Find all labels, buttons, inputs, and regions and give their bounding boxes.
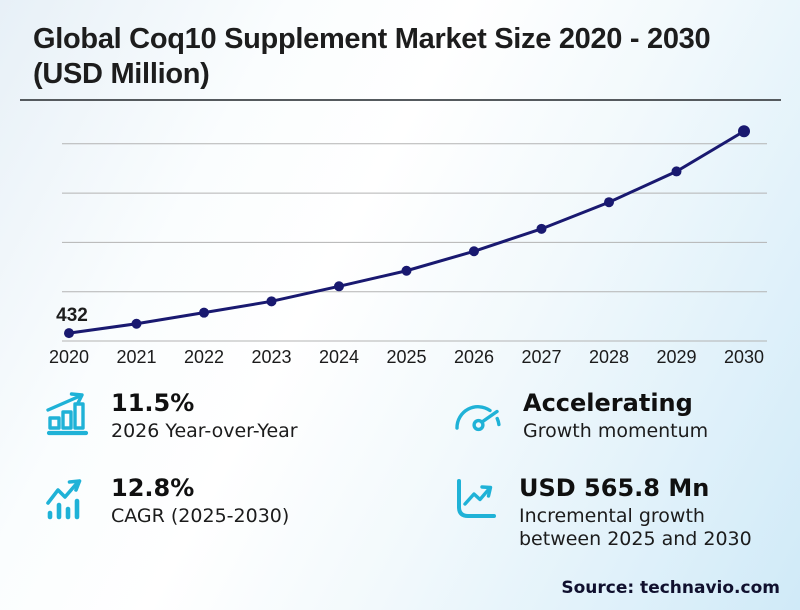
data-point-2030	[738, 125, 750, 138]
data-point-2028	[604, 197, 614, 208]
x-axis-label-2022: 2022	[184, 347, 224, 367]
stat-text: Accelerating Growth momentum	[523, 388, 708, 443]
data-point-2029	[671, 166, 682, 177]
market-size-line	[68, 129, 745, 335]
chart-box-icon	[453, 476, 499, 526]
x-axis-label-2024: 2024	[319, 347, 359, 367]
stat-label: 2026 Year-over-Year	[111, 420, 298, 442]
first-point-value-label: 432	[56, 305, 88, 326]
stat-value: 11.5%	[111, 389, 195, 417]
stat-label: Incremental growth between 2025 and 2030	[519, 505, 752, 551]
stat-text: 11.5% 2026 Year-over-Year	[111, 388, 298, 443]
stat-value: USD 565.8 Mn	[519, 474, 710, 503]
data-point-2027	[536, 223, 547, 234]
x-axis-label-2028: 2028	[589, 347, 629, 367]
stat-yoy: 11.5% 2026 Year-over-Year	[45, 388, 453, 443]
line-chart-svg: 432 2020 2021 2022 2023 2024 2025 2026 2027 2028 2…	[49, 125, 767, 367]
data-point-2022	[199, 307, 209, 318]
x-axis-label-2020: 2020	[49, 347, 89, 367]
x-axis-label-2023: 2023	[251, 347, 291, 367]
x-axis-label-2029: 2029	[656, 347, 696, 367]
stat-value: Accelerating	[523, 389, 693, 417]
stats-grid: 11.5% 2026 Year-over-Year Accelerating G…	[45, 388, 780, 552]
page-title: Global Coq10 Supplement Market Size 2020…	[33, 23, 711, 90]
stat-label: Growth momentum	[523, 420, 709, 442]
market-line-chart: 432 2020 2021 2022 2023 2024 2025 2026 2027 2028 2…	[49, 125, 767, 367]
source-attribution: Source: technavio.com	[561, 578, 780, 598]
data-point-2024	[334, 281, 344, 292]
x-axis-label-2025: 2025	[386, 347, 426, 367]
data-point-2020	[64, 328, 74, 339]
stat-incremental-growth: USD 565.8 Mn Incremental growth between …	[453, 473, 780, 551]
x-axis-label-2030: 2030	[724, 347, 764, 367]
stat-text: 12.8% CAGR (2025-2030)	[111, 473, 289, 528]
title-divider	[20, 99, 781, 101]
stat-value: 12.8%	[111, 474, 195, 503]
x-axis-label-2026: 2026	[454, 347, 494, 367]
trend-bars-icon	[45, 476, 91, 526]
x-axis-label-2021: 2021	[116, 347, 156, 367]
stat-cagr: 12.8% CAGR (2025-2030)	[45, 473, 453, 551]
data-point-2021	[131, 318, 142, 329]
stat-label: CAGR (2025-2030)	[111, 505, 290, 528]
stat-text: USD 565.8 Mn Incremental growth between …	[519, 473, 769, 551]
speedometer-icon	[453, 391, 503, 439]
x-axis-label-2027: 2027	[521, 347, 561, 367]
data-point-2026	[469, 246, 479, 257]
data-point-2023	[266, 296, 277, 307]
bar-chart-growth-icon	[45, 391, 91, 441]
stat-momentum: Accelerating Growth momentum	[453, 388, 780, 443]
data-point-2025	[401, 265, 412, 276]
